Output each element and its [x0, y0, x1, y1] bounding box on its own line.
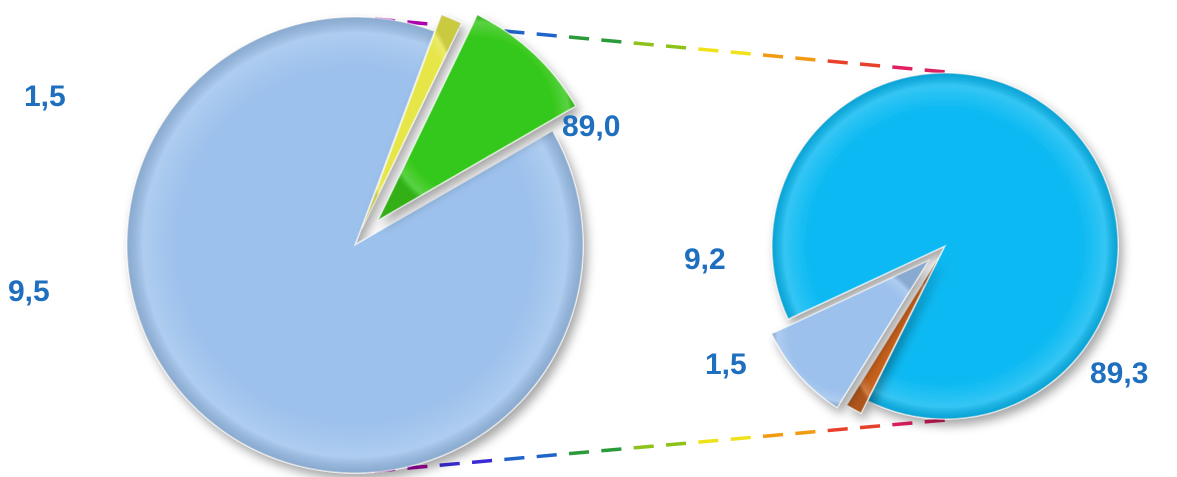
pie-1-slice-2 — [770, 258, 931, 409]
label-left-small: 1,5 — [24, 80, 66, 113]
connector-0-dash-14 — [827, 59, 848, 65]
pie-connector-lines — [374, 17, 945, 473]
connector-1-dash-4 — [504, 455, 525, 462]
label-right-main: 89,3 — [1090, 357, 1148, 390]
connector-0-dash-13 — [795, 56, 816, 62]
pie-0-slice-1 — [361, 13, 463, 229]
connector-1-dash-2 — [439, 461, 460, 467]
pie-left — [126, 13, 584, 474]
connector-0-dash-9 — [665, 44, 687, 50]
connector-1-dash-7 — [601, 447, 622, 453]
connector-0-dash-12 — [762, 53, 784, 59]
connector-0-dash-17 — [924, 68, 945, 74]
connector-0-dash-16 — [892, 65, 913, 71]
connector-1-dash-15 — [859, 424, 881, 430]
connector-1-dash-1 — [407, 464, 428, 470]
connector-0-dash-4 — [504, 29, 525, 35]
connector-1-dash-3 — [471, 458, 493, 465]
pie-0-slice-2 — [376, 13, 577, 222]
pie-1-slice-0 — [771, 72, 1119, 420]
pie-right — [770, 72, 1119, 420]
label-left-main: 89,0 — [562, 110, 620, 143]
connector-0-dash-8 — [633, 41, 654, 47]
connector-0-dash-15 — [859, 62, 881, 68]
connector-0-dash-5 — [536, 32, 557, 38]
connector-0-dash-1 — [407, 20, 428, 26]
connector-1-dash-5 — [536, 453, 557, 459]
connector-1-dash-11 — [730, 435, 751, 441]
connector-1-dash-13 — [795, 429, 816, 436]
pie-0-slice-0 — [126, 16, 584, 474]
label-right-small: 1,5 — [705, 348, 747, 381]
connector-1-dash-9 — [665, 441, 687, 447]
connector-0-dash-7 — [601, 38, 622, 44]
connector-1-dash-16 — [892, 421, 913, 427]
connector-1-dash-10 — [698, 438, 719, 444]
connector-1-dash-17 — [924, 418, 945, 424]
connector-1-dash-6 — [568, 450, 590, 456]
connector-0-dash-6 — [568, 35, 590, 41]
connector-0-dash-10 — [698, 47, 719, 53]
pie-1-slice-1 — [845, 257, 939, 415]
connector-1-dash-14 — [827, 427, 848, 433]
connector-1-dash-8 — [633, 444, 654, 450]
label-right-mid: 9,2 — [684, 243, 726, 276]
connector-0-dash-11 — [730, 50, 751, 56]
label-left-mid: 9,5 — [8, 275, 50, 308]
connector-1-dash-12 — [762, 432, 784, 439]
